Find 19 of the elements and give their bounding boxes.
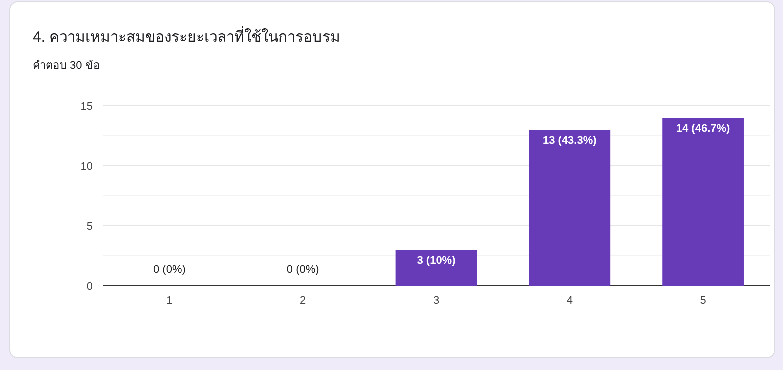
y-tick-label: 0 — [86, 281, 93, 293]
data-label: 0 (0%) — [286, 264, 320, 276]
y-tick-label: 10 — [80, 161, 93, 173]
x-tick-label: 3 — [433, 295, 440, 307]
data-label: 14 (46.7%) — [676, 123, 731, 135]
bar — [529, 130, 611, 286]
x-tick-label: 2 — [300, 295, 306, 307]
x-tick-label: 4 — [566, 295, 573, 307]
chart-subtitle: คำตอบ 30 ข้อ — [33, 60, 100, 72]
y-tick-label: 15 — [80, 101, 93, 113]
data-label: 13 (43.3%) — [542, 135, 598, 147]
chart-title: 4. ความเหมาะสมของระยะเวลาที่ใช้ในการอบรม — [33, 26, 341, 46]
bar — [396, 250, 478, 286]
y-tick-label: 5 — [86, 221, 93, 233]
data-label: 0 (0%) — [153, 264, 186, 276]
data-label: 3 (10%) — [417, 255, 456, 267]
x-tick-label: 1 — [166, 295, 173, 307]
x-tick-label: 5 — [700, 295, 706, 307]
bar — [662, 118, 744, 286]
